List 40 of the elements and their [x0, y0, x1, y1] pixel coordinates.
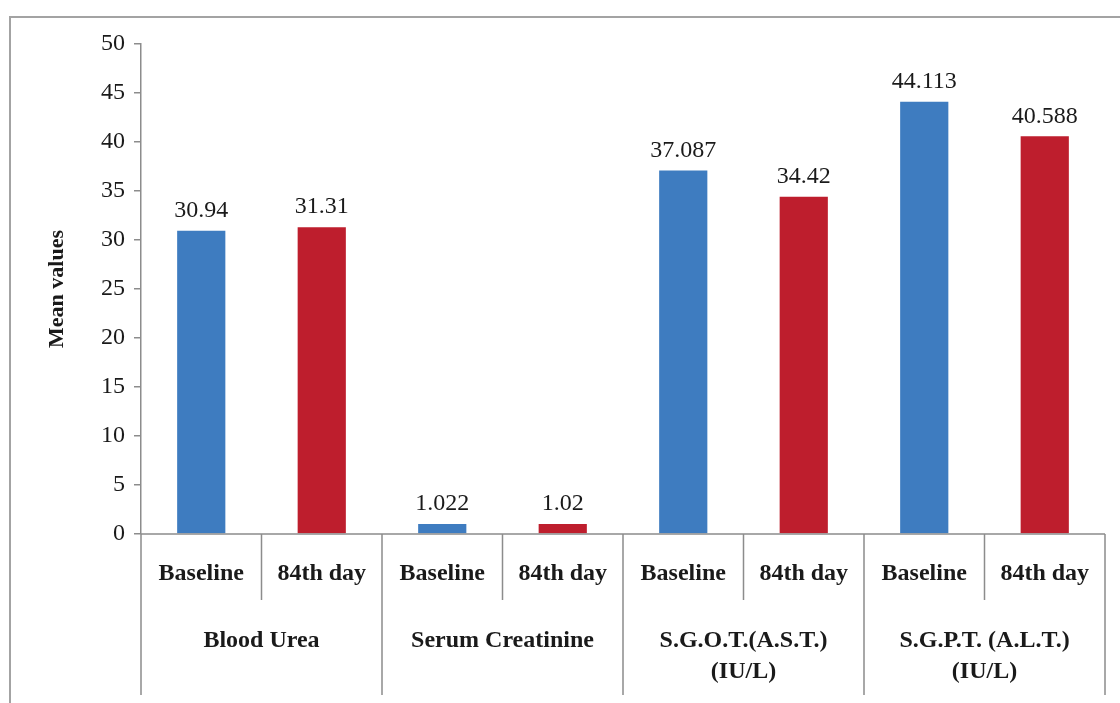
- bar: [538, 524, 587, 534]
- series-label: Baseline: [640, 559, 727, 586]
- y-tick-label: 15: [101, 372, 125, 399]
- data-label: 44.113: [891, 66, 957, 93]
- bar: [1020, 136, 1069, 534]
- y-axis-title: Mean values: [42, 229, 68, 348]
- text: 84th day: [518, 559, 608, 586]
- series-label: 84th day: [277, 559, 367, 586]
- bar: [418, 523, 467, 534]
- text: Baseline: [158, 559, 244, 586]
- y-tick-label: 35: [101, 176, 125, 203]
- y-tick-label: 10: [101, 421, 125, 448]
- x-tick-label: Blood Urea: [203, 626, 320, 653]
- x-tick-label: S.G.O.T.(A.S.T.) (IU/L): [659, 626, 828, 684]
- data-label: 37.087: [650, 135, 717, 162]
- x-tick-label: S.G.P.T. (A.L.T.) (IU/L): [899, 626, 1070, 684]
- bar: [779, 196, 828, 534]
- text: 84th day: [759, 559, 849, 586]
- data-label: 34.42: [776, 161, 831, 188]
- data-label: 1.02: [541, 489, 584, 516]
- y-tick-label: 20: [101, 323, 125, 350]
- data-label: 30.94: [174, 196, 229, 223]
- y-tick-label: 45: [101, 78, 125, 105]
- y-tick-label: 0: [113, 519, 125, 546]
- y-tick-label: 50: [101, 29, 125, 56]
- data-label: 1.022: [415, 489, 470, 516]
- y-tick-label: 5: [113, 470, 125, 497]
- text: Baseline: [399, 559, 485, 586]
- y-tick-label: 25: [101, 274, 125, 301]
- data-label: 31.31: [294, 192, 349, 219]
- y-tick-label: 30: [101, 225, 125, 252]
- bar: [900, 101, 949, 534]
- data-label: 40.588: [1011, 101, 1078, 128]
- text: 84th day: [1000, 559, 1090, 586]
- bar: [177, 230, 226, 534]
- y-tick-label: 40: [101, 127, 125, 154]
- text: Baseline: [881, 559, 967, 586]
- x-tick-label: Serum Creatinine: [411, 626, 595, 653]
- bar: [297, 227, 346, 534]
- bar: [659, 170, 708, 534]
